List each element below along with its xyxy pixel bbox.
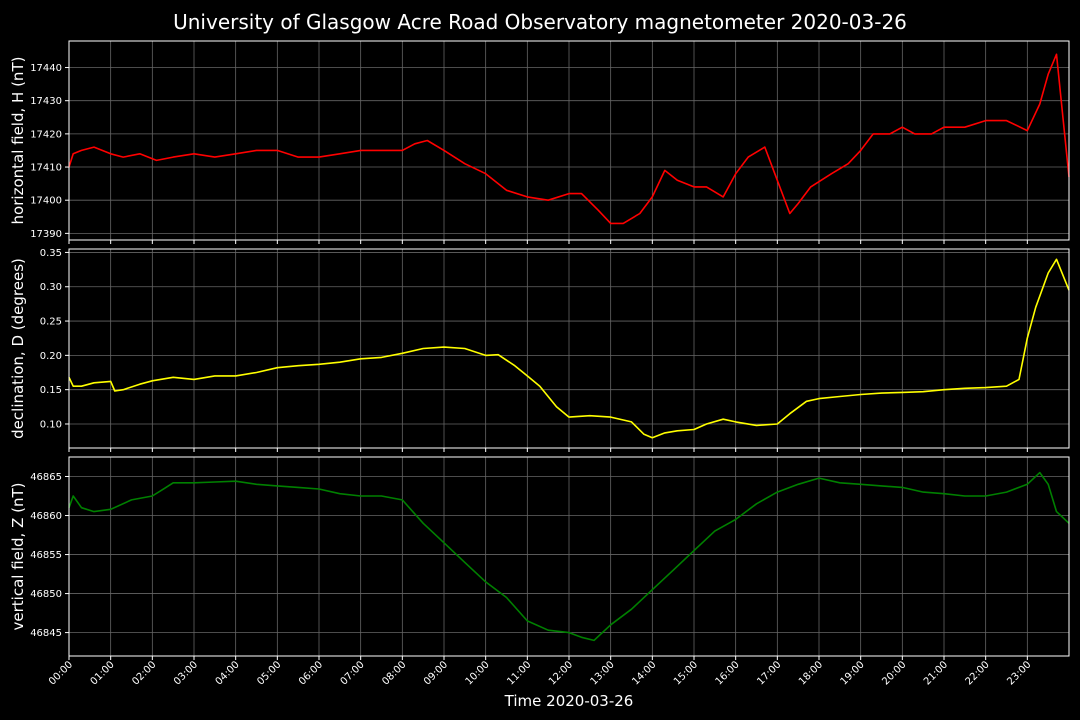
y-tick-label: 0.25	[40, 317, 62, 328]
y-axis-label: horizontal field, H (nT)	[9, 57, 27, 225]
y-tick-label: 17430	[30, 96, 62, 107]
series-line	[68, 258, 1070, 439]
y-tick-label: 46865	[30, 472, 62, 483]
y-tick-label: 17400	[30, 196, 62, 207]
x-axis-label: Time 2020-03-26	[504, 692, 634, 710]
series-line	[68, 471, 1070, 642]
axes-frame	[68, 248, 1070, 449]
y-tick-label: 0.20	[40, 351, 62, 362]
y-axis-label: vertical field, Z (nT)	[9, 482, 27, 630]
y-tick-label: 0.15	[40, 385, 62, 396]
y-tick-label: 46860	[30, 511, 62, 522]
axes-frame	[68, 456, 1070, 657]
y-axis-label: declination, D (degrees)	[9, 258, 27, 439]
y-tick-label: 46845	[30, 628, 62, 639]
series-line	[68, 53, 1070, 225]
y-tick-label: 17440	[30, 63, 62, 74]
y-tick-label: 17410	[30, 163, 62, 174]
y-tick-label: 0.35	[40, 248, 62, 259]
axes-frame	[68, 40, 1070, 241]
y-tick-label: 17390	[30, 229, 62, 240]
y-tick-label: 0.30	[40, 282, 62, 293]
y-tick-label: 17420	[30, 129, 62, 140]
y-tick-label: 0.10	[40, 419, 62, 430]
y-tick-label: 46850	[30, 589, 62, 600]
panel-2: 0.10 0.15 0.20 0.25 0.30 0.35 declination, D (…	[9, 248, 1070, 452]
chart-title: University of Glasgow Acre Road Observat…	[173, 10, 907, 34]
y-tick-label: 46855	[30, 550, 62, 561]
panel-1: 17390 17400 17410 17420 17430 17440horizontal…	[9, 40, 1070, 244]
